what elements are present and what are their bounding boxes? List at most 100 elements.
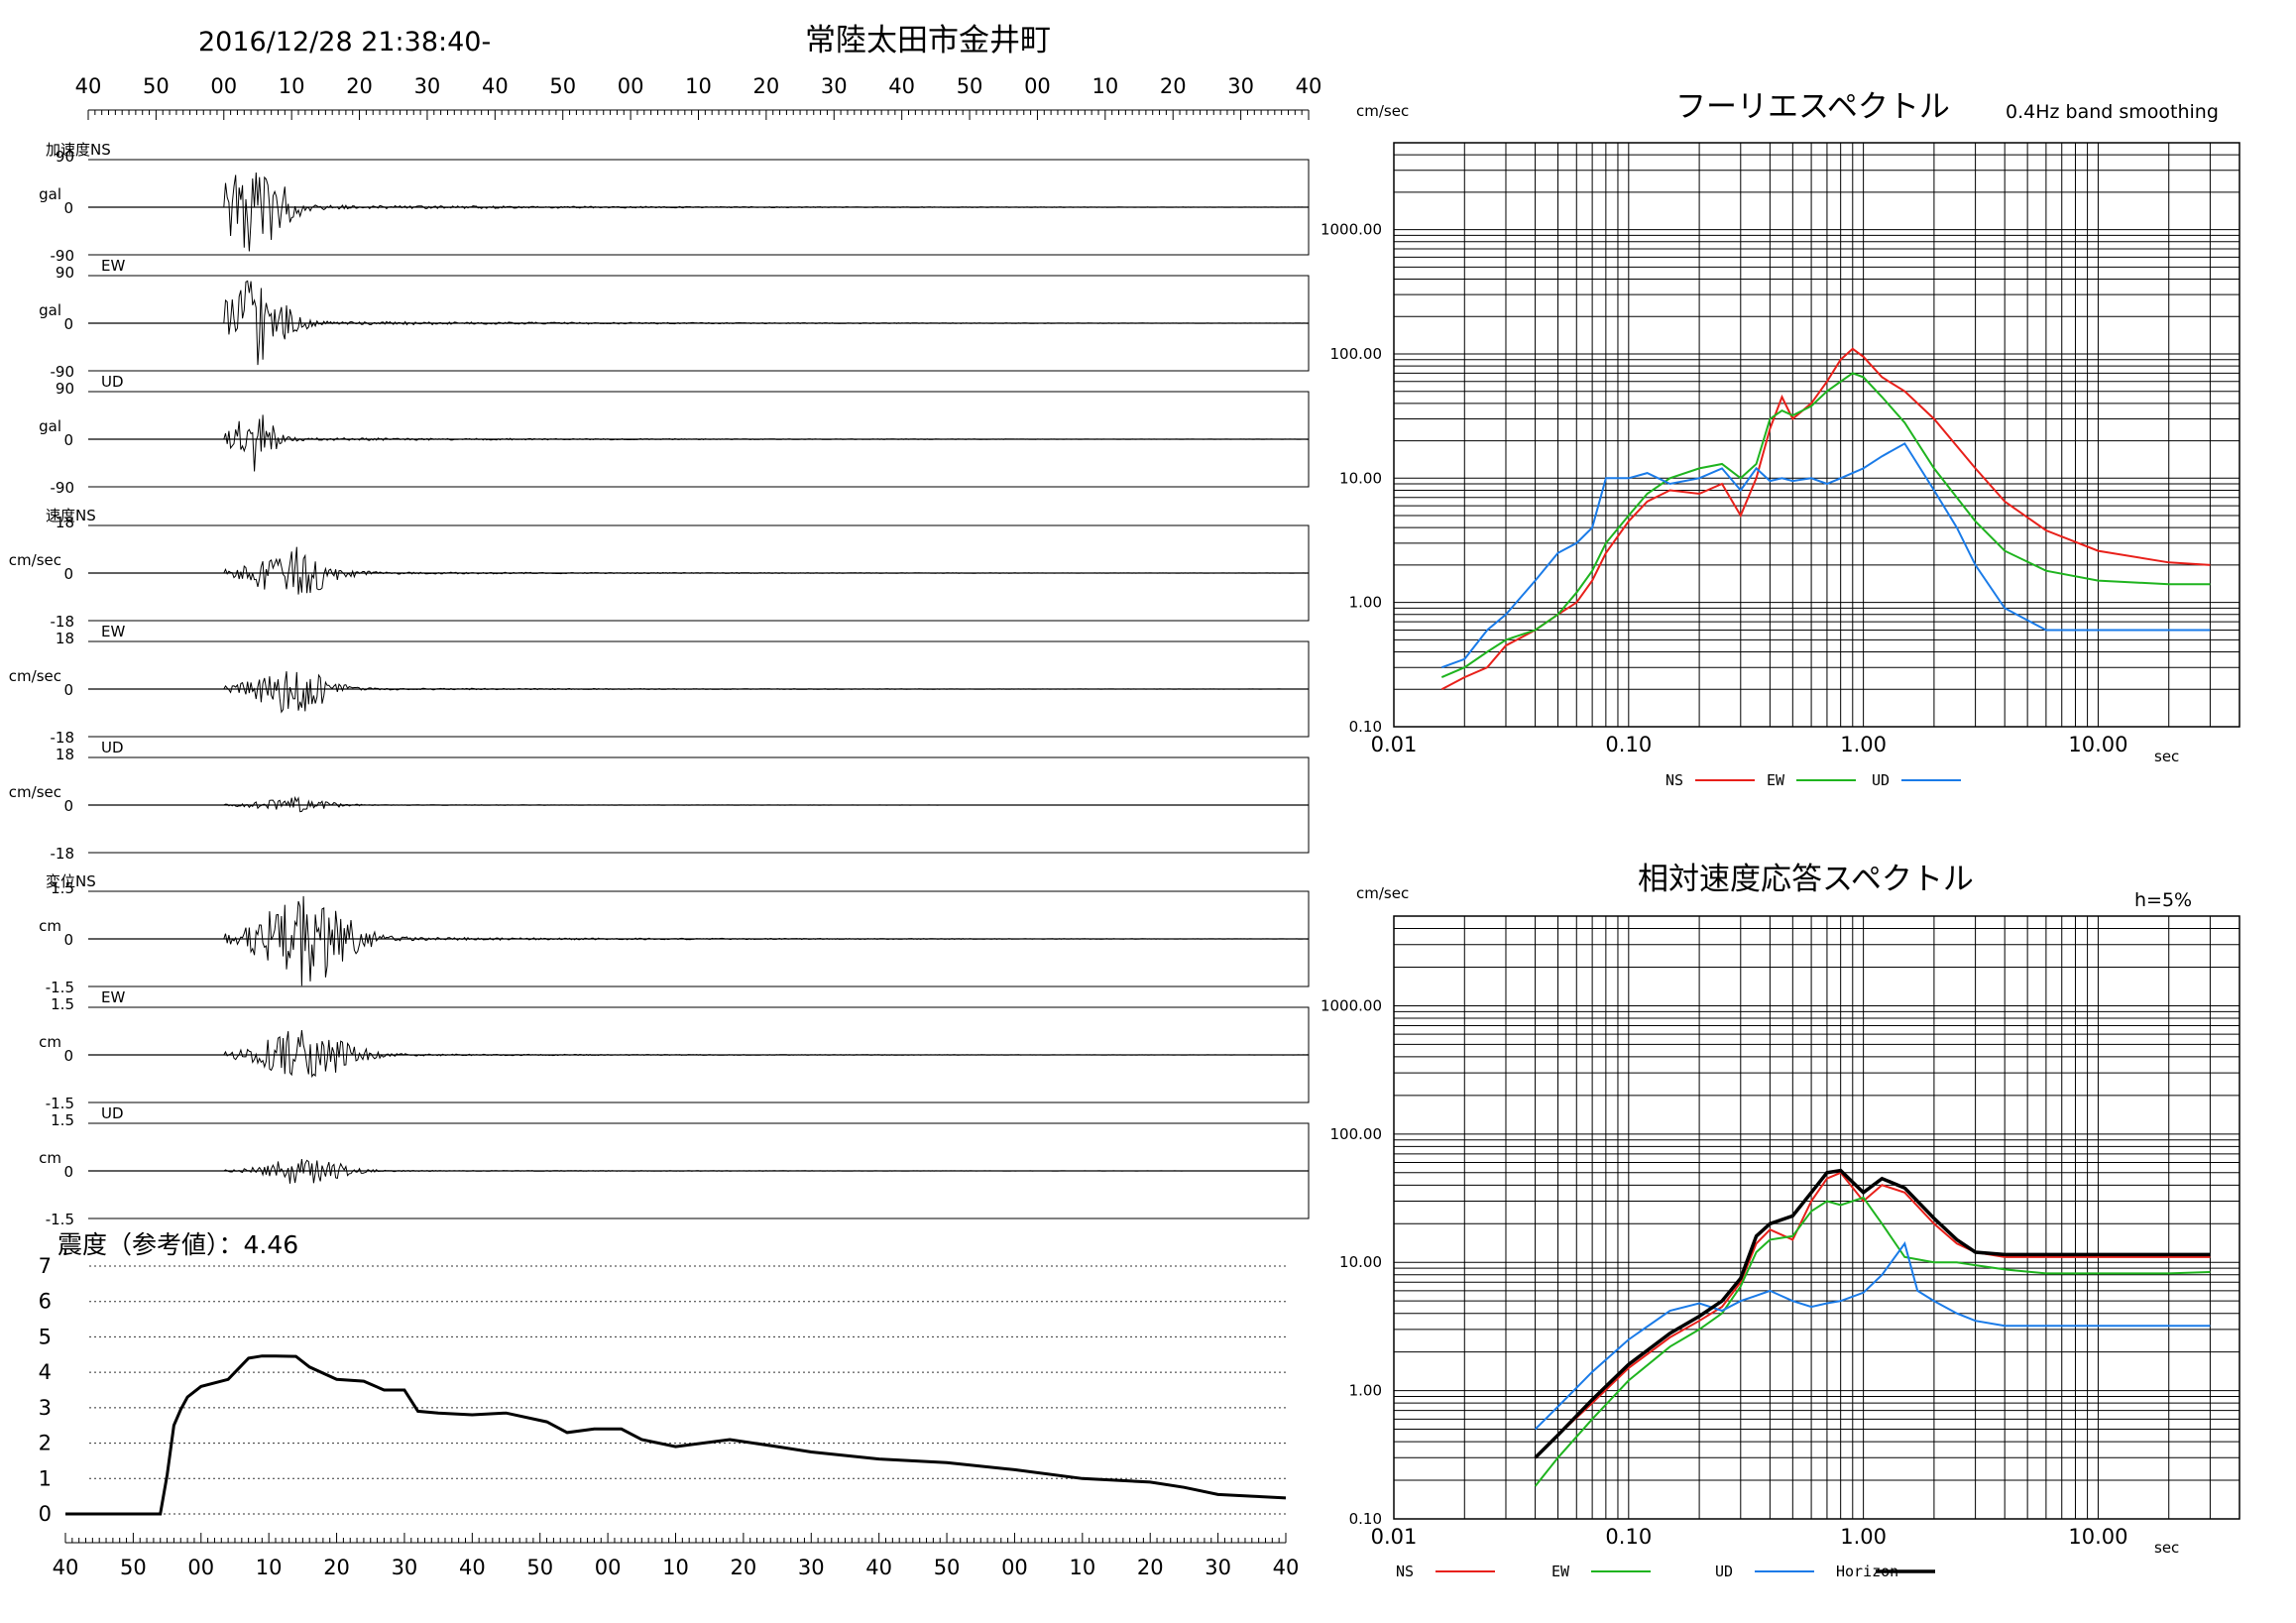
time-tick-label: 00 — [187, 1556, 214, 1579]
time-tick-label: 10 — [685, 74, 712, 98]
response-ylabel: cm/sec — [1356, 884, 1409, 902]
time-tick-label: 40 — [888, 74, 915, 98]
legend-label-ns: NS — [1396, 1563, 1414, 1580]
legend-label-ew: EW — [1551, 1563, 1570, 1580]
plot-frame — [1393, 142, 2240, 728]
time-tick-label: 40 — [1296, 74, 1322, 98]
unit-label: cm/sec — [9, 551, 61, 569]
response-xlabel: sec — [2154, 1539, 2179, 1557]
intensity-tick-label: 3 — [39, 1396, 52, 1420]
unit-label: gal — [39, 301, 61, 319]
group-label: 変位NS — [46, 872, 96, 890]
component-label: UD — [101, 373, 124, 391]
time-tick-label: 20 — [323, 1556, 350, 1579]
y-tick-label: 100.00 — [1330, 345, 1383, 363]
component-label: UD — [101, 1104, 124, 1122]
legend-label-ud: UD — [1872, 771, 1890, 789]
scale-max: 90 — [56, 380, 74, 398]
intensity-label: 震度（参考値）：4.46 — [57, 1230, 298, 1259]
x-tick-label: 10.00 — [2068, 733, 2127, 756]
waveform-trace — [88, 546, 1309, 595]
waveform-trace — [88, 795, 1309, 813]
scale-zero: 0 — [63, 1047, 73, 1065]
waveform-panels: 加速度NS90-900galEW90-900galUD90-900gal速度NS… — [9, 141, 1310, 1228]
station-name: 常陸太田市金井町 — [805, 23, 1051, 58]
series-line-ew — [1440, 372, 2211, 679]
series-line-ns — [1440, 347, 2211, 691]
waveform-panel-displacement-ew: EW 1.5 -1.5 0cm — [39, 988, 1310, 1112]
waveform-panel-velocity-ud: UD 18 -18 0cm/sec — [9, 739, 1310, 863]
intensity-series-line — [65, 1354, 1287, 1516]
time-tick-label: 10 — [279, 74, 305, 98]
series-line-horizon — [1534, 1168, 2211, 1459]
time-tick-label: 30 — [1205, 1556, 1231, 1579]
legend-label-horizon: Horizon — [1836, 1563, 1898, 1580]
time-tick-label: 40 — [53, 1556, 79, 1579]
component-label: EW — [101, 623, 125, 640]
unit-label: gal — [39, 185, 61, 203]
intensity-tick-label: 2 — [39, 1432, 52, 1455]
x-tick-label: 0.01 — [1371, 733, 1418, 756]
waveform-panel-velocity-ew: EW 18 -18 0cm/sec — [9, 623, 1310, 747]
waveform-trace — [88, 1158, 1309, 1184]
unit-label: cm — [39, 1033, 61, 1051]
scale-min: -90 — [51, 247, 75, 265]
legend-label-ew: EW — [1767, 771, 1785, 789]
scale-zero: 0 — [63, 797, 73, 815]
group-label: 加速度NS — [46, 141, 111, 159]
fourier-subtitle: 0.4Hz band smoothing — [2006, 101, 2219, 123]
time-tick-label: 30 — [798, 1556, 825, 1579]
time-tick-label: 20 — [1160, 74, 1187, 98]
time-tick-label: 30 — [414, 74, 441, 98]
scale-min: -18 — [51, 729, 75, 747]
time-tick-label: 00 — [1024, 74, 1051, 98]
time-tick-label: 10 — [1091, 74, 1118, 98]
intensity-tick-label: 0 — [39, 1502, 52, 1526]
legend-label-ns: NS — [1665, 771, 1683, 789]
waveform-trace — [88, 1030, 1310, 1079]
scale-zero: 0 — [63, 565, 73, 583]
x-tick-label: 1.00 — [1840, 1525, 1887, 1549]
unit-label: cm/sec — [9, 667, 61, 685]
waveform-trace — [88, 414, 1309, 472]
unit-label: cm — [39, 917, 61, 935]
unit-label: cm/sec — [9, 783, 61, 801]
group-label: 速度NS — [46, 507, 96, 524]
component-label: EW — [101, 257, 125, 275]
time-tick-label: 50 — [957, 74, 983, 98]
scale-zero: 0 — [63, 315, 73, 333]
time-tick-label: 30 — [1227, 74, 1254, 98]
time-tick-label: 40 — [75, 74, 102, 98]
plot-frame — [1393, 915, 2240, 1520]
time-tick-label: 50 — [934, 1556, 961, 1579]
y-tick-label: 10.00 — [1339, 469, 1382, 487]
scale-min: -90 — [51, 479, 75, 497]
time-tick-label: 50 — [143, 74, 170, 98]
y-tick-label: 10.00 — [1339, 1253, 1382, 1271]
scale-min: -1.5 — [46, 1211, 74, 1228]
scale-zero: 0 — [63, 931, 73, 949]
series-line-ew — [1534, 1196, 2211, 1487]
record-datetime: 2016/12/28 21:38:40- — [198, 27, 491, 58]
y-tick-label: 0.10 — [1349, 718, 1382, 736]
time-tick-label: 00 — [618, 74, 644, 98]
scale-zero: 0 — [63, 199, 73, 217]
time-tick-label: 40 — [1273, 1556, 1300, 1579]
time-tick-label: 50 — [549, 74, 576, 98]
waveform-trace — [88, 895, 1310, 986]
y-tick-label: 1000.00 — [1320, 221, 1382, 239]
y-tick-label: 0.10 — [1349, 1510, 1382, 1528]
intensity-tick-label: 5 — [39, 1325, 52, 1348]
x-tick-label: 10.00 — [2068, 1525, 2127, 1549]
series-line-ud — [1534, 1241, 2211, 1431]
scale-zero: 0 — [63, 1163, 73, 1181]
time-tick-label: 40 — [865, 1556, 892, 1579]
time-tick-label: 00 — [210, 74, 237, 98]
unit-label: cm — [39, 1149, 61, 1167]
x-tick-label: 0.10 — [1605, 1525, 1652, 1549]
